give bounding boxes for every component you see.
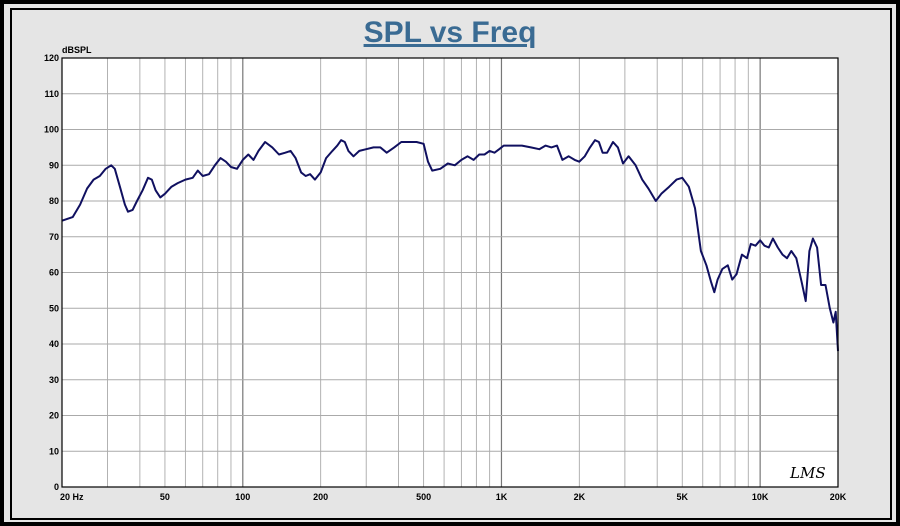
tick-labels: 0 10 20 30 40 50 60 70 80 90 100 110 120 20 Hz 50 100 20… (44, 53, 847, 502)
x-tick-label: 2K (574, 492, 586, 502)
y-tick-label: 90 (49, 160, 59, 170)
y-tick-label: 30 (49, 375, 59, 385)
y-tick-label: 10 (49, 446, 59, 456)
y-tick-label: 40 (49, 339, 59, 349)
x-tick-label: 500 (416, 492, 431, 502)
y-tick-label: 50 (49, 303, 59, 313)
x-tick-label: 100 (235, 492, 250, 502)
series-group (61, 139, 839, 352)
y-tick-label: 80 (49, 196, 59, 206)
y-tick-label: 120 (44, 53, 59, 63)
y-tick-label: 70 (49, 232, 59, 242)
plot-border (61, 57, 839, 488)
x-tick-label: 200 (313, 492, 328, 502)
x-tick-label: 10K (752, 492, 769, 502)
y-tick-label: 0 (54, 482, 59, 492)
y-axis-label: dBSPL (62, 45, 92, 55)
y-tick-label: 100 (44, 125, 59, 135)
y-tick-label: 110 (44, 89, 59, 99)
lms-logo: LMS (789, 464, 826, 482)
y-tick-label: 20 (49, 411, 59, 421)
x-tick-label: 50 (160, 492, 170, 502)
y-tick-label: 60 (49, 268, 59, 278)
x-tick-label: 20K (830, 492, 847, 502)
x-tick-label: 20 Hz (60, 492, 84, 502)
x-tick-label: 5K (677, 492, 689, 502)
x-tick-label: 1K (496, 492, 508, 502)
chart-title: SPL vs Freq (364, 16, 537, 49)
spl-response-line (61, 139, 839, 352)
